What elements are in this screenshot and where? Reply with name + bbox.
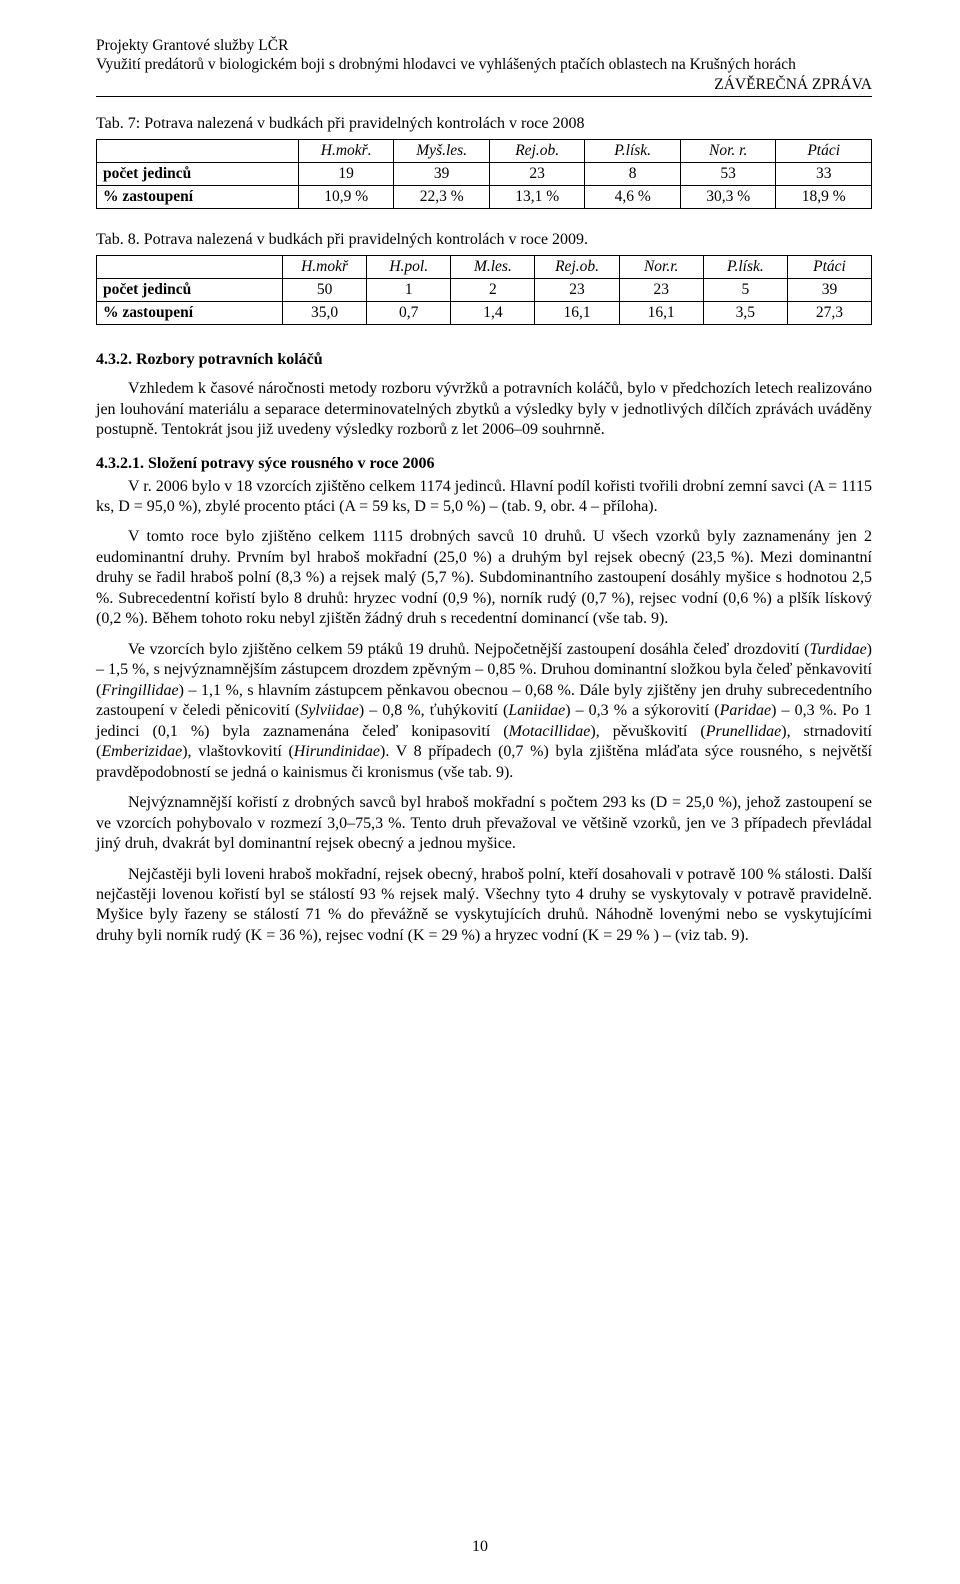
p3-text-i: ), vlaštovkovití ( [182,743,294,760]
table8-cell: 23 [619,279,703,302]
table7: H.mokř.Myš.les.Rej.ob.P.lísk.Nor. r.Ptác… [96,139,872,209]
sylviidae: Sylviidae [300,702,359,719]
table7-cell: 23 [489,163,585,186]
table8-cell: 2 [451,279,535,302]
table7-cell: 10,9 % [298,186,394,209]
p3-text-d: ) – 0,8 %, ťuhýkovití ( [359,702,508,719]
table7-cell: 18,9 % [776,186,872,209]
table8-cell: 39 [787,279,871,302]
page: Projekty Grantové služby LČR Využití pre… [0,0,960,1584]
header-rule [96,96,872,97]
p3-text-a: Ve vzorcích bylo zjištěno celkem 59 pták… [128,641,809,658]
table7-cell: 8 [585,163,681,186]
table7-cell: 19 [298,163,394,186]
table8-cell: 50 [283,279,367,302]
laniidae: Laniidae [508,702,565,719]
table7-row1-label: počet jedinců [97,163,299,186]
table8-cell: 35,0 [283,302,367,325]
section-4321-p1: V r. 2006 bylo v 18 vzorcích zjištěno ce… [96,477,872,518]
p3-text-g: ), pěvuškovití ( [590,723,705,740]
table7-col-header [97,140,299,163]
section-4321-p4: Nejvýznamnější kořistí z drobných savců … [96,793,872,854]
table8-col-header: M.les. [451,256,535,279]
table8-col-header: Rej.ob. [535,256,619,279]
section-4321-p2: V tomto roce bylo zjištěno celkem 1115 d… [96,527,872,629]
table7-cell: 33 [776,163,872,186]
table7-cell: 4,6 % [585,186,681,209]
prunellidae: Prunellidae [706,723,782,740]
table8-cell: 16,1 [619,302,703,325]
table8-col-header: Nor.r. [619,256,703,279]
table8-col-header: P.lísk. [703,256,787,279]
fringillidae: Fringillidae [101,682,178,699]
section-4321-p3: Ve vzorcích bylo zjištěno celkem 59 pták… [96,640,872,783]
paridae: Paridae [720,702,772,719]
table7-row2-label: % zastoupení [97,186,299,209]
doc-header: Projekty Grantové služby LČR Využití pre… [96,36,872,94]
table7-col-header: Ptáci [776,140,872,163]
table7-cell: 39 [394,163,490,186]
header-line-1: Projekty Grantové služby LČR [96,36,872,55]
section-4321-p5: Nejčastěji byli loveni hraboš mokřadní, … [96,865,872,947]
section-4321-heading: 4.3.2.1. Složení potravy sýce rousného v… [96,455,872,473]
table8-cell: 5 [703,279,787,302]
table7-col-header: Myš.les. [394,140,490,163]
section-432-heading: 4.3.2. Rozbory potravních koláčů [96,351,872,369]
table8-col-header: H.pol. [367,256,451,279]
p3-text-e: ) – 0,3 % a sýkorovití ( [565,702,719,719]
table7-cell: 53 [680,163,776,186]
table8-col-header: Ptáci [787,256,871,279]
table8-cell: 0,7 [367,302,451,325]
table8-caption: Tab. 8. Potrava nalezená v budkách při p… [96,231,872,249]
table8-row1-label: počet jedinců [97,279,283,302]
table8-cell: 23 [535,279,619,302]
table8-col-header [97,256,283,279]
turdidae: Turdidae [809,641,866,658]
header-line-3: ZÁVĚREČNÁ ZPRÁVA [96,75,872,94]
table7-col-header: P.lísk. [585,140,681,163]
table8-cell: 1,4 [451,302,535,325]
table7-caption: Tab. 7: Potrava nalezená v budkách při p… [96,115,872,133]
table7-cell: 30,3 % [680,186,776,209]
motacillidae: Motacillidae [509,723,591,740]
table7-cell: 13,1 % [489,186,585,209]
table8-col-header: H.mokř [283,256,367,279]
table8: H.mokřH.pol.M.les.Rej.ob.Nor.r.P.lísk.Pt… [96,255,872,325]
table7-col-header: H.mokř. [298,140,394,163]
hirundinidae: Hirundinidae [294,743,380,760]
table8-cell: 3,5 [703,302,787,325]
emberizidae: Emberizidae [101,743,182,760]
table8-cell: 16,1 [535,302,619,325]
table8-row2-label: % zastoupení [97,302,283,325]
header-line-2: Využití predátorů v biologickém boji s d… [96,55,872,74]
section-432-para: Vzhledem k časové náročnosti metody rozb… [96,379,872,440]
table7-col-header: Nor. r. [680,140,776,163]
table7-col-header: Rej.ob. [489,140,585,163]
table8-cell: 27,3 [787,302,871,325]
page-number: 10 [0,1538,960,1556]
table8-cell: 1 [367,279,451,302]
table7-cell: 22,3 % [394,186,490,209]
